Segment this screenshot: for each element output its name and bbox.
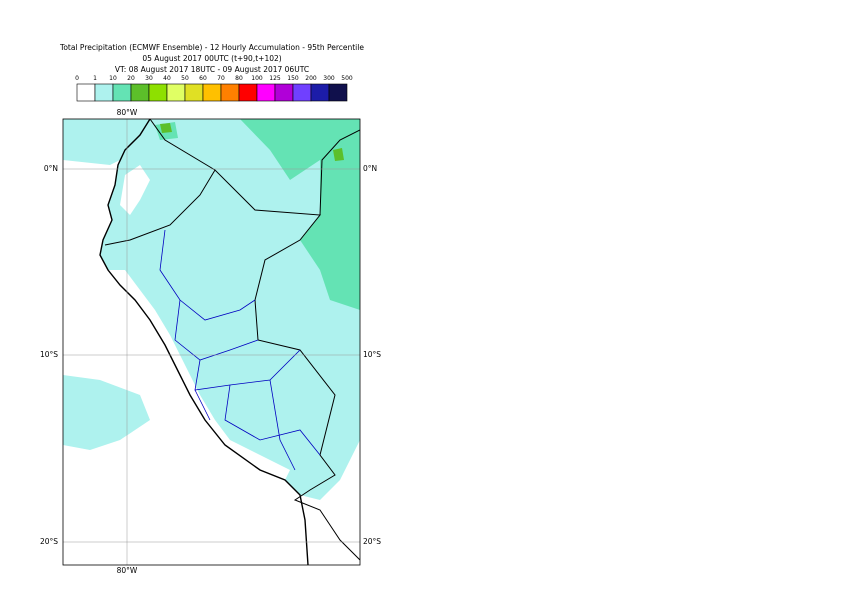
legend-swatch bbox=[310, 83, 330, 102]
heavy-precip-area bbox=[240, 119, 360, 310]
subtitle: 05 August 2017 00UTC (t+90,t+102) bbox=[142, 54, 281, 63]
legend-label: 10 bbox=[109, 75, 117, 82]
region-border bbox=[159, 229, 321, 471]
heavy-precip-area bbox=[160, 123, 172, 133]
lat-label: 0°N bbox=[363, 164, 377, 173]
dry-area bbox=[120, 165, 150, 215]
legend-label: 125 bbox=[269, 75, 281, 82]
precip-area bbox=[63, 375, 150, 450]
legend-swatch bbox=[328, 83, 348, 102]
lon-label: 80°W bbox=[117, 108, 138, 117]
legend: 0 1 10 20 30 40 50 60 70 80 100 125 150 200 300 500 bbox=[75, 75, 353, 102]
legend-label: 200 bbox=[305, 75, 317, 82]
legend-swatch bbox=[274, 83, 294, 102]
legend-swatch bbox=[112, 83, 132, 102]
precip-area bbox=[63, 119, 150, 165]
title: Total Precipitation (ECMWF Ensemble) - 1… bbox=[59, 43, 364, 52]
legend-swatch bbox=[220, 83, 240, 102]
legend-swatch bbox=[130, 83, 150, 102]
legend-swatch bbox=[184, 83, 204, 102]
legend-label: 80 bbox=[235, 75, 243, 82]
legend-label: 150 bbox=[287, 75, 299, 82]
precip-area bbox=[100, 119, 360, 500]
legend-label: 1 bbox=[93, 75, 97, 82]
lon-label: 80°W bbox=[117, 566, 138, 575]
dry-area bbox=[108, 270, 290, 480]
legend-label: 500 bbox=[341, 75, 353, 82]
legend-label: 30 bbox=[145, 75, 153, 82]
legend-label: 0 bbox=[75, 75, 79, 82]
map bbox=[63, 119, 360, 565]
graticule bbox=[63, 119, 360, 565]
legend-swatch bbox=[94, 83, 114, 102]
country-border bbox=[149, 119, 360, 216]
legend-swatch bbox=[76, 83, 96, 102]
legend-label: 60 bbox=[199, 75, 207, 82]
legend-swatch bbox=[166, 83, 186, 102]
legend-swatch bbox=[238, 83, 258, 102]
map-frame bbox=[62, 118, 361, 566]
legend-swatch bbox=[292, 83, 312, 102]
legend-label: 40 bbox=[163, 75, 171, 82]
legend-label: 70 bbox=[217, 75, 225, 82]
legend-label: 50 bbox=[181, 75, 189, 82]
legend-label: 20 bbox=[127, 75, 135, 82]
legend-label: 100 bbox=[251, 75, 263, 82]
lat-label: 10°S bbox=[363, 350, 381, 359]
legend-swatch bbox=[202, 83, 222, 102]
lat-label: 20°S bbox=[363, 537, 381, 546]
subtitle: VT: 08 August 2017 18UTC - 09 August 201… bbox=[115, 65, 309, 74]
legend-swatch bbox=[148, 83, 168, 102]
title-block: Total Precipitation (ECMWF Ensemble) - 1… bbox=[59, 43, 364, 74]
legend-label: 300 bbox=[323, 75, 335, 82]
legend-swatch bbox=[256, 83, 276, 102]
lat-label: 20°S bbox=[40, 537, 58, 546]
coastline bbox=[99, 119, 309, 565]
lat-label: 10°S bbox=[40, 350, 58, 359]
heavy-precip-area bbox=[333, 148, 344, 161]
lat-label: 0°N bbox=[44, 164, 58, 173]
